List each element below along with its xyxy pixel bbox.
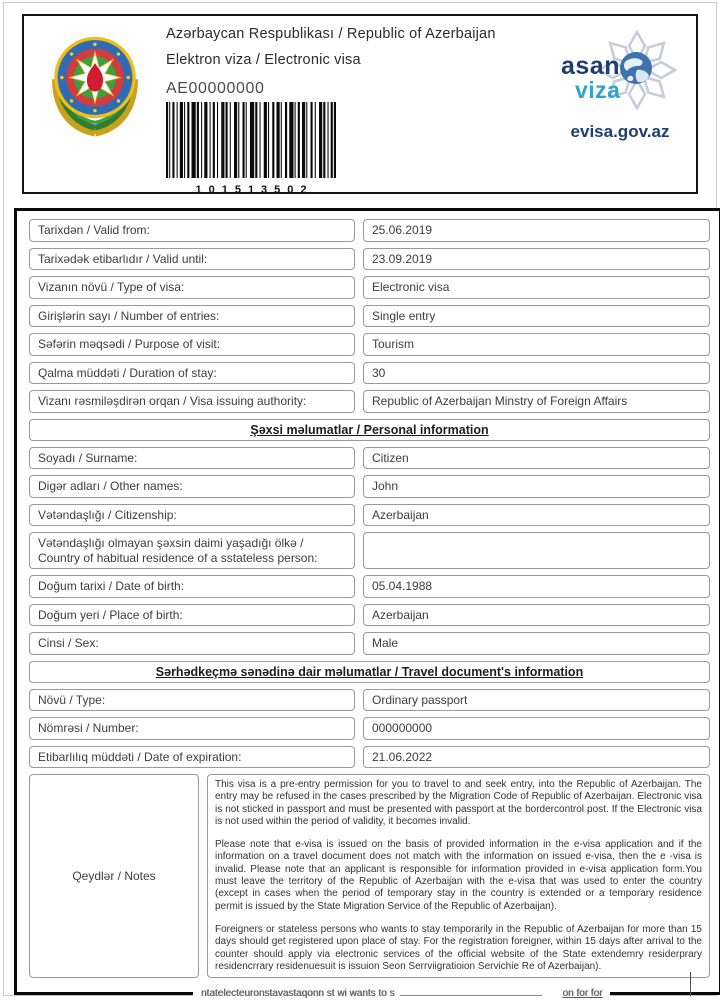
value-visa-type: Electronic visa bbox=[363, 276, 710, 299]
label-visa-type: Vizanın növü / Type of visa: bbox=[29, 276, 355, 299]
row-stateless-country: Vətəndaşlığı olmayan şəxsin daimi yaşadı… bbox=[29, 532, 710, 569]
label-document-number: Nömrəsi / Number: bbox=[29, 717, 355, 740]
notes-paragraph-3: Foreigners or stateless persons who want… bbox=[215, 923, 702, 972]
value-valid-from: 25.06.2019 bbox=[363, 219, 710, 242]
label-stateless-country: Vətəndaşlığı olmayan şəxsin daimi yaşadı… bbox=[29, 532, 355, 569]
globe-icon bbox=[620, 52, 652, 84]
row-document-type: Növü / Type: Ordinary passport bbox=[29, 688, 710, 711]
notes-text-cell: This visa is a pre-entry permission for … bbox=[207, 774, 710, 979]
visa-details-box: Tarixdən / Valid from: 25.06.2019 Tarixə… bbox=[14, 208, 720, 999]
row-other-names: Digər adları / Other names: John bbox=[29, 475, 710, 498]
value-sex: Male bbox=[363, 632, 710, 655]
asan-flower-icon bbox=[596, 30, 678, 111]
value-place-of-birth: Azerbaijan bbox=[363, 603, 710, 626]
label-issuing-authority: Vizanı rəsmiləşdirən orqan / Visa issuin… bbox=[29, 390, 355, 413]
row-place-of-birth: Doğum yeri / Place of birth: Azerbaijan bbox=[29, 603, 710, 626]
label-surname: Soyadı / Surname: bbox=[29, 446, 355, 469]
value-issuing-authority: Republic of Azerbaijan Minstry of Foreig… bbox=[363, 390, 710, 413]
label-valid-from: Tarixdən / Valid from: bbox=[29, 219, 355, 242]
value-document-expiration: 21.06.2022 bbox=[363, 745, 710, 768]
value-other-names: John bbox=[363, 475, 710, 498]
label-citizenship: Vətəndaşlığı / Citizenship: bbox=[29, 503, 355, 526]
value-date-of-birth: 05.04.1988 bbox=[363, 575, 710, 598]
row-surname: Soyadı / Surname: Citizen bbox=[29, 446, 710, 469]
label-duration: Qalma müddəti / Duration of stay: bbox=[29, 361, 355, 384]
section-personal-information: Şəxsi məlumatlar / Personal information bbox=[29, 418, 710, 441]
glitch-underline bbox=[400, 986, 543, 996]
label-document-type: Növü / Type: bbox=[29, 688, 355, 711]
value-document-type: Ordinary passport bbox=[363, 688, 710, 711]
barcode-number: 101513502 bbox=[195, 184, 314, 196]
glitch-tick-mark bbox=[690, 972, 691, 996]
value-entries: Single entry bbox=[363, 304, 710, 327]
logo-word-asan: asan bbox=[561, 52, 620, 80]
row-document-expiration: Etibarlılıq müddəti / Date of expiration… bbox=[29, 745, 710, 768]
glitch-left-text: ntatelecteuronstavastaqonn st wi wants t… bbox=[201, 988, 395, 999]
asan-viza-logo: asan viza evisa.gov.az bbox=[545, 30, 695, 148]
label-entries: Girişlərin sayı / Number of entries: bbox=[29, 304, 355, 327]
label-sex: Cinsi / Sex: bbox=[29, 632, 355, 655]
value-duration: 30 bbox=[363, 361, 710, 384]
glitch-right-text: on for for bbox=[562, 988, 603, 999]
row-date-of-birth: Doğum tarixi / Date of birth: 05.04.1988 bbox=[29, 575, 710, 598]
barcode-icon bbox=[166, 102, 336, 178]
row-document-number: Nömrəsi / Number: 000000000 bbox=[29, 717, 710, 740]
label-valid-until: Tarixədək etibarlıdır / Valid until: bbox=[29, 247, 355, 270]
label-notes: Qeydlər / Notes bbox=[29, 774, 199, 979]
logo-word-viza: viza bbox=[575, 77, 621, 103]
value-valid-until: 23.09.2019 bbox=[363, 247, 710, 270]
scan-glitch-line: ntatelecteuronstavastaqonn st wi wants t… bbox=[193, 986, 611, 999]
value-document-number: 000000000 bbox=[363, 717, 710, 740]
notes-paragraph-1: This visa is a pre-entry permission for … bbox=[215, 779, 702, 827]
row-notes: Qeydlər / Notes This visa is a pre-entry… bbox=[29, 774, 710, 979]
row-issuing-authority: Vizanı rəsmiləşdirən orqan / Visa issuin… bbox=[29, 390, 710, 413]
label-document-expiration: Etibarlılıq müddəti / Date of expiration… bbox=[29, 745, 355, 768]
value-purpose: Tourism bbox=[363, 333, 710, 356]
label-place-of-birth: Doğum yeri / Place of birth: bbox=[29, 603, 355, 626]
barcode-block: 101513502 bbox=[166, 102, 336, 196]
row-citizenship: Vətəndaşlığı / Citizenship: Azerbaijan bbox=[29, 503, 710, 526]
label-purpose: Səfərin məqsədi / Purpose of visit: bbox=[29, 333, 355, 356]
label-other-names: Digər adları / Other names: bbox=[29, 475, 355, 498]
row-duration: Qalma müddəti / Duration of stay: 30 bbox=[29, 361, 710, 384]
row-valid-from: Tarixdən / Valid from: 25.06.2019 bbox=[29, 219, 710, 242]
country-title: Azərbaycan Respublikası / Republic of Az… bbox=[166, 26, 496, 42]
logo-website: evisa.gov.az bbox=[570, 122, 670, 141]
section-travel-document: Sərhədkeçmə sənədinə dair məlumatlar / T… bbox=[29, 660, 710, 683]
value-surname: Citizen bbox=[363, 446, 710, 469]
azerbaijan-coat-of-arms-icon bbox=[52, 36, 138, 137]
row-entries: Girişlərin sayı / Number of entries: Sin… bbox=[29, 304, 710, 327]
document-title: Elektron viza / Electronic visa bbox=[166, 52, 361, 68]
row-purpose: Səfərin məqsədi / Purpose of visit: Tour… bbox=[29, 333, 710, 356]
value-stateless-country bbox=[363, 532, 710, 569]
row-valid-until: Tarixədək etibarlıdır / Valid until: 23.… bbox=[29, 247, 710, 270]
notes-paragraph-2: Please note that e-visa is issued on the… bbox=[215, 839, 702, 912]
visa-header-box: Azərbaycan Respublikası / Republic of Az… bbox=[22, 14, 698, 196]
value-citizenship: Azerbaijan bbox=[363, 503, 710, 526]
visa-number: AE00000000 bbox=[166, 80, 265, 97]
row-sex: Cinsi / Sex: Male bbox=[29, 632, 710, 655]
label-date-of-birth: Doğum tarixi / Date of birth: bbox=[29, 575, 355, 598]
row-visa-type: Vizanın növü / Type of visa: Electronic … bbox=[29, 276, 710, 299]
header-titles: Azərbaycan Respublikası / Republic of Az… bbox=[166, 26, 496, 98]
